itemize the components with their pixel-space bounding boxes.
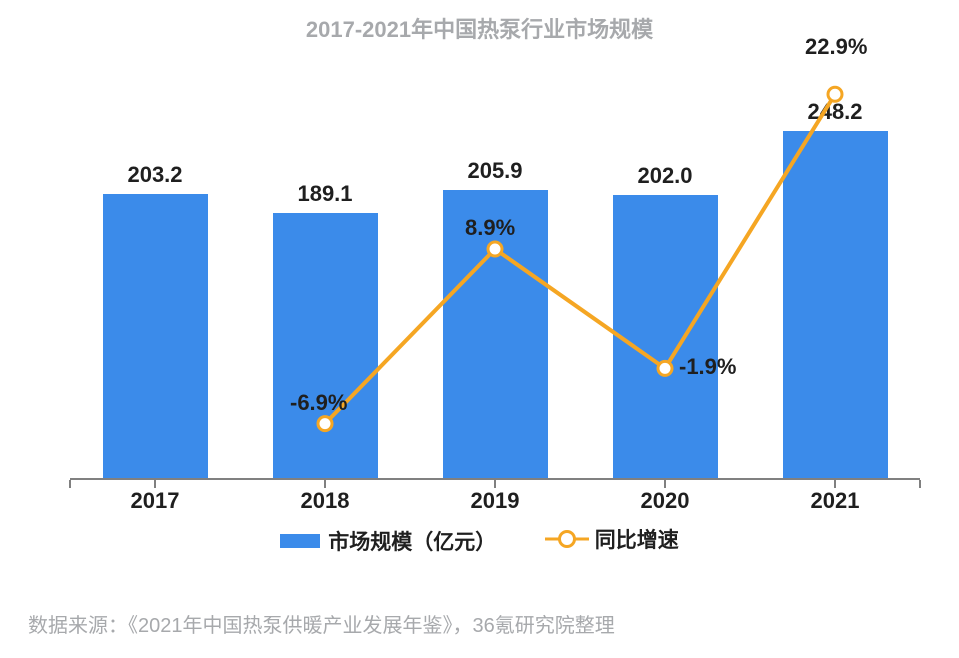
legend-label-line: 同比增速 bbox=[595, 524, 679, 554]
legend-swatch-bar bbox=[280, 534, 320, 548]
growth-value-label: -6.9% bbox=[290, 390, 347, 416]
source-text: 数据来源：《2021年中国热泵供暖产业发展年鉴》，36氪研究院整理 bbox=[28, 609, 615, 638]
line-overlay bbox=[70, 60, 920, 480]
x-tick bbox=[919, 480, 921, 488]
x-tick bbox=[154, 480, 156, 488]
x-axis-label: 2020 bbox=[641, 488, 690, 514]
x-axis-label: 2018 bbox=[301, 488, 350, 514]
growth-marker bbox=[828, 87, 842, 101]
x-tick bbox=[69, 480, 71, 488]
growth-marker bbox=[488, 242, 502, 256]
growth-value-label: 8.9% bbox=[465, 215, 515, 241]
legend-label-bar: 市场规模（亿元） bbox=[328, 526, 496, 556]
legend-item-bar: 市场规模（亿元） bbox=[280, 526, 496, 556]
x-tick bbox=[664, 480, 666, 488]
legend-item-line: 同比增速 bbox=[545, 524, 679, 554]
x-axis-label: 2021 bbox=[811, 488, 860, 514]
chart-area: 203.2189.1205.9202.0248.2 20172018201920… bbox=[70, 60, 920, 520]
growth-line bbox=[325, 94, 835, 423]
growth-value-label: -1.9% bbox=[679, 354, 736, 380]
x-tick bbox=[834, 480, 836, 488]
growth-marker bbox=[318, 417, 332, 431]
x-tick bbox=[494, 480, 496, 488]
growth-value-label: 22.9% bbox=[805, 34, 867, 60]
legend: 市场规模（亿元） 同比增速 bbox=[0, 524, 959, 556]
legend-swatch-line bbox=[545, 530, 589, 548]
x-tick bbox=[324, 480, 326, 488]
x-axis-label: 2019 bbox=[471, 488, 520, 514]
growth-marker bbox=[658, 361, 672, 375]
x-axis-label: 2017 bbox=[131, 488, 180, 514]
